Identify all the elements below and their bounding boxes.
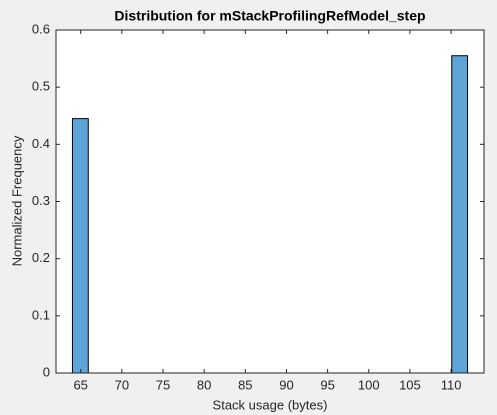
- x-tick-label: 80: [197, 377, 211, 392]
- y-tick-label: 0: [43, 364, 50, 379]
- y-tick-label: 0.1: [32, 307, 50, 322]
- x-tick-label: 70: [115, 377, 129, 392]
- y-tick-label: 0.4: [32, 136, 50, 151]
- chart-title: Distribution for mStackProfilingRefModel…: [114, 8, 425, 24]
- y-tick-label: 0.2: [32, 250, 50, 265]
- y-tick-label: 0.3: [32, 193, 50, 208]
- x-tick-label: 85: [238, 377, 252, 392]
- x-tick-label: 100: [358, 377, 380, 392]
- axes-box: [55, 29, 485, 374]
- bar: [71, 118, 89, 374]
- x-axis-label: Stack usage (bytes): [213, 397, 328, 412]
- bar: [451, 55, 469, 374]
- y-axis-label: Normalized Frequency: [9, 135, 24, 266]
- x-tick-label: 90: [279, 377, 293, 392]
- y-tick-label: 0.6: [32, 21, 50, 36]
- x-tick-label: 110: [441, 377, 462, 392]
- x-tick-label: 65: [73, 377, 87, 392]
- plot-area: [56, 30, 484, 373]
- y-tick-label: 0.5: [32, 79, 50, 94]
- x-tick-label: 95: [320, 377, 334, 392]
- x-tick-label: 75: [156, 377, 170, 392]
- x-tick-label: 105: [399, 377, 421, 392]
